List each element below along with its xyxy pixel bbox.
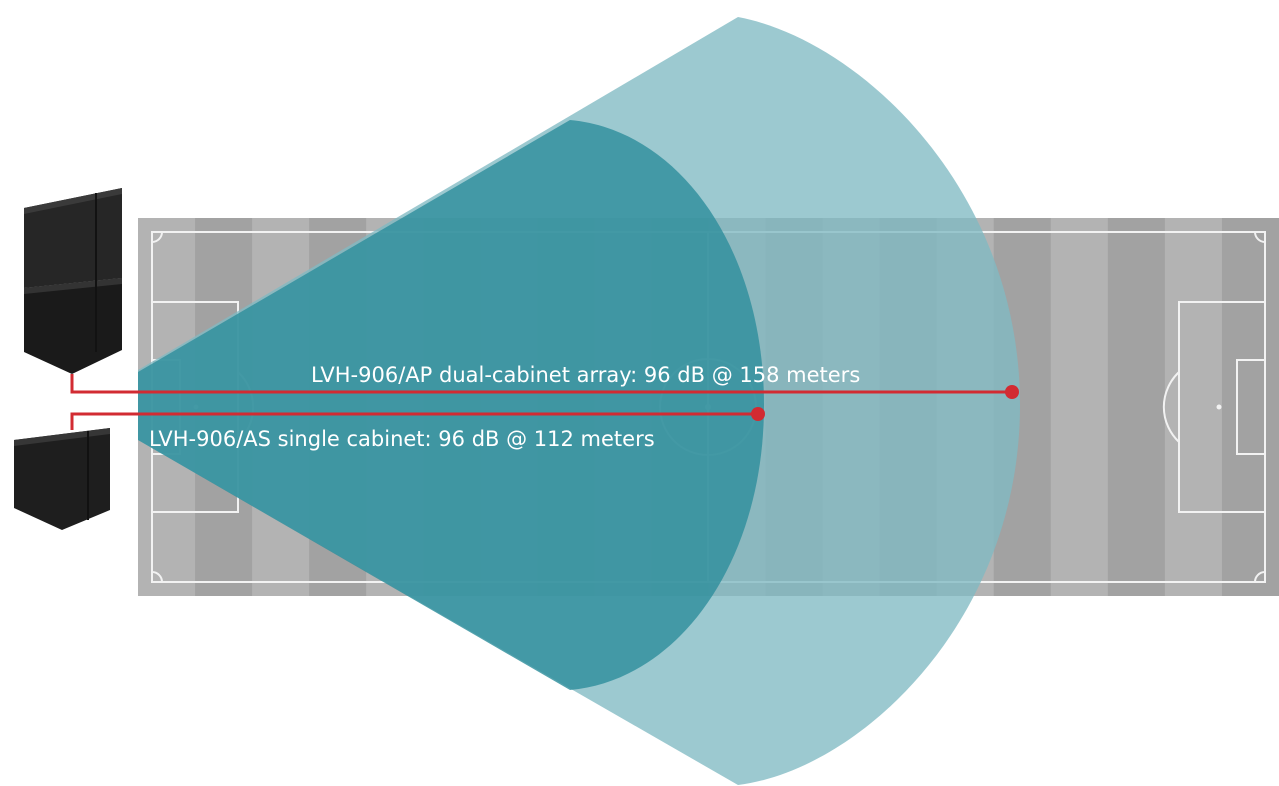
single-cabinet-speaker bbox=[14, 428, 110, 530]
single-cabinet-coverage-area bbox=[138, 120, 764, 690]
field-stripe bbox=[1221, 218, 1279, 596]
single-cabinet-pointer bbox=[70, 407, 765, 430]
field-stripe bbox=[1107, 218, 1165, 596]
dual-array-label: LVH-906/AP dual-cabinet array: 96 dB @ 1… bbox=[311, 363, 860, 387]
dual-cabinet-speaker bbox=[24, 188, 122, 374]
dual-array-pointer bbox=[70, 374, 1019, 399]
single-cabinet-label: LVH-906/AS single cabinet: 96 dB @ 112 m… bbox=[149, 427, 655, 451]
